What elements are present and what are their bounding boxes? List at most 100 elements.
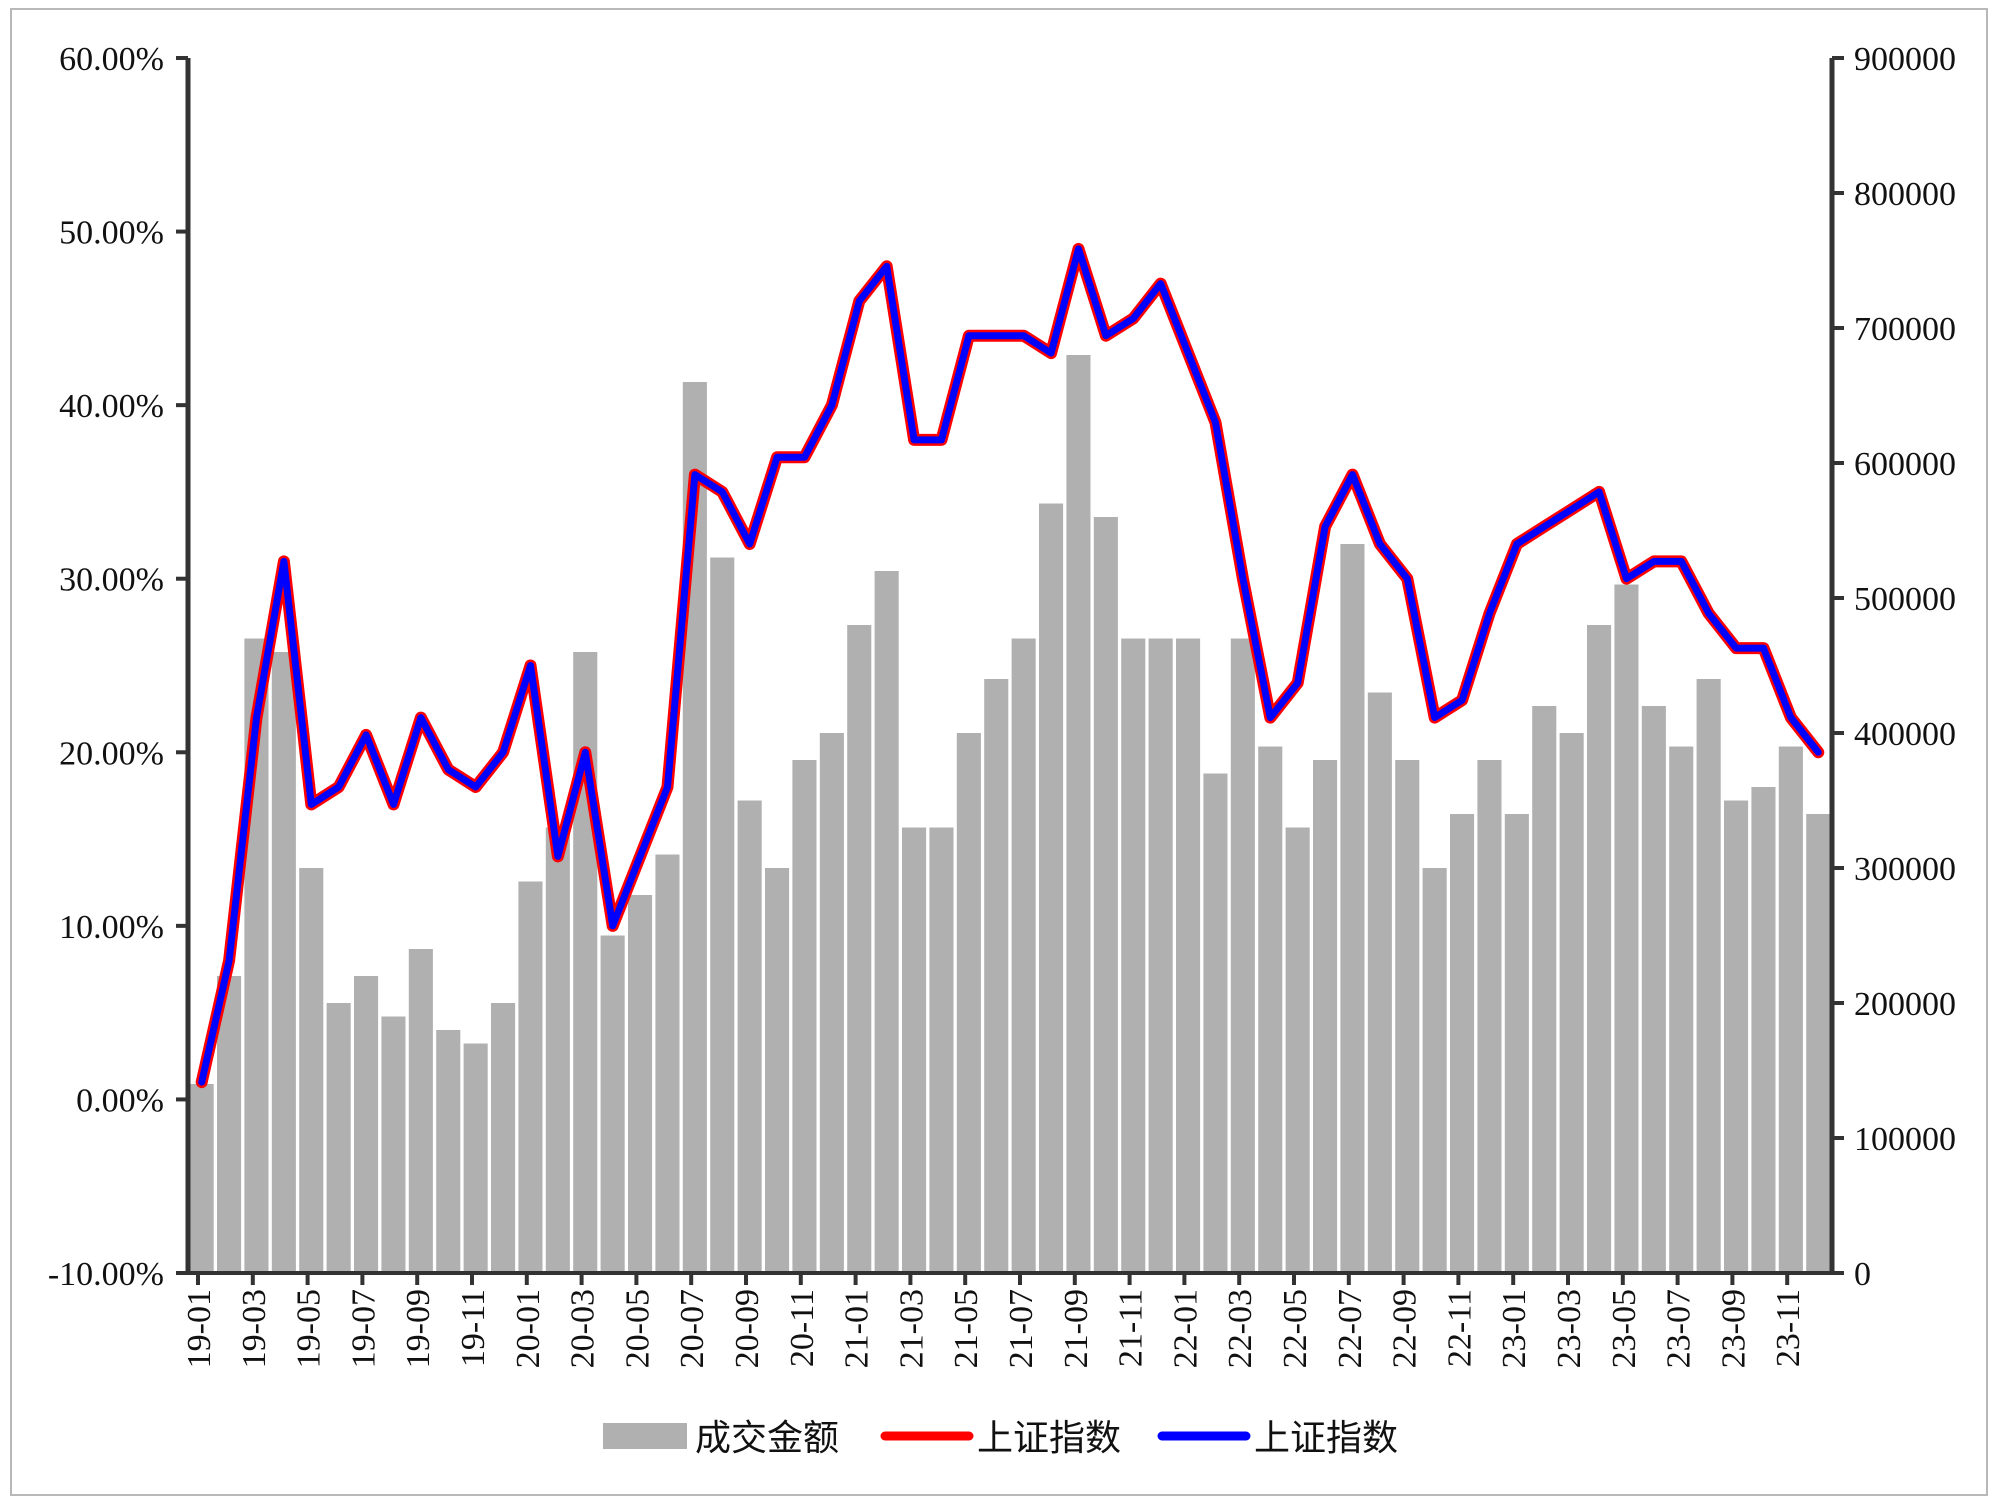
volume-bar [354,976,379,1273]
left-tick-label: 60.00% [59,41,164,78]
x-tick-label: 20-11 [784,1289,821,1367]
right-tick-label: 200000 [1854,986,1956,1023]
x-tick-label: 22-09 [1387,1289,1424,1368]
volume-bar [1806,814,1831,1273]
volume-bar [1367,692,1392,1273]
volume-bar [1450,814,1475,1273]
left-tick-label: 40.00% [59,388,164,425]
index-line-blue [198,245,1822,1086]
volume-bar [902,827,927,1273]
x-tick-label: 22-01 [1167,1289,1204,1368]
volume-bar [1559,733,1584,1273]
x-tick-label: 23-07 [1661,1289,1698,1368]
right-axis-ticks: 900000 800000 700000 600000 500000 400000 3000… [1832,41,1956,1293]
left-tick-label: 20.00% [59,735,164,772]
x-tick-label: 20-01 [510,1289,547,1368]
volume-bar [436,1030,461,1273]
left-tick-label: 10.00% [59,909,164,946]
x-tick-label: 19-09 [400,1289,437,1368]
volume-bar [491,1003,516,1273]
volume-bar [1258,746,1283,1273]
left-tick-label: -10.00% [48,1256,164,1293]
volume-bar [299,868,324,1273]
left-tick-label: 50.00% [59,215,164,252]
volume-bar [1285,827,1310,1273]
volume-bar [217,976,242,1273]
x-tick-label: 19-03 [236,1289,273,1368]
x-tick-label: 20-05 [619,1289,656,1368]
x-tick-label: 23-03 [1551,1289,1588,1368]
right-tick-label: 900000 [1854,41,1956,78]
volume-bar [381,1016,406,1273]
volume-bar [1778,746,1803,1273]
volume-bar [1504,814,1529,1273]
x-tick-label: 23-09 [1715,1289,1752,1368]
volume-bar [737,800,762,1273]
volume-bar [1066,355,1091,1273]
volume-bar [628,895,653,1273]
x-tick-label: 23-05 [1606,1289,1643,1368]
volume-bar [1340,544,1365,1273]
volume-bar [847,625,872,1273]
volume-bar [545,827,570,1273]
right-tick-label: 700000 [1854,311,1956,348]
volume-bar [1724,800,1749,1273]
legend-label: 成交金额 [695,1418,839,1459]
volume-bar [600,935,625,1273]
right-tick-label: 600000 [1854,446,1956,483]
right-tick-label: 300000 [1854,851,1956,888]
volume-bar [1039,503,1064,1273]
volume-bar [326,1003,351,1273]
volume-bar [792,760,817,1273]
x-tick-label: 21-01 [839,1289,876,1368]
volume-bar [1422,868,1447,1273]
x-tick-label: 19-05 [291,1289,328,1368]
x-tick-label: 19-01 [181,1289,218,1368]
legend-label: 上证指数 [1254,1418,1398,1459]
x-tick-label: 19-11 [455,1289,492,1367]
x-tick-label: 23-11 [1770,1289,1807,1367]
volume-bar [1121,638,1146,1273]
right-tick-label: 800000 [1854,176,1956,213]
x-tick-label: 22-07 [1332,1289,1369,1368]
volume-bar [1614,584,1639,1273]
x-tick-label: 21-05 [948,1289,985,1368]
x-tick-label: 19-07 [345,1289,382,1368]
volume-bar [1587,625,1612,1273]
volume-bar [1176,638,1201,1273]
volume-bar [1230,638,1255,1273]
right-tick-label: 100000 [1854,1121,1956,1158]
bars-layer [189,355,1831,1273]
volume-bar [1011,638,1036,1273]
x-tick-label: 22-05 [1277,1289,1314,1368]
right-tick-label: 500000 [1854,581,1956,618]
volume-bar [1477,760,1502,1273]
volume-bar [929,827,954,1273]
right-tick-label: 0 [1854,1256,1871,1293]
volume-bar [1093,517,1118,1273]
volume-bar [819,733,844,1273]
volume-bar [984,679,1009,1273]
x-tick-label: 23-01 [1496,1289,1533,1368]
x-axis-ticks: 19-01 19-03 19-05 19-07 19-09 19-11 20-01 20-03… [181,1273,1807,1368]
left-axis-ticks: 60.00% 50.00% 40.00% 30.00% 20.00% 10.00% 0.00… [48,41,188,1293]
right-tick-label: 400000 [1854,716,1956,753]
volume-bar [408,949,433,1273]
volume-bar [655,854,680,1273]
volume-bar [710,557,735,1273]
volume-bar [765,868,790,1273]
volume-bar [271,652,296,1273]
left-tick-label: 30.00% [59,562,164,599]
volume-bar [1148,638,1173,1273]
volume-bar [1532,706,1557,1273]
volume-bar [573,652,598,1273]
axes-layer [185,58,1835,1275]
legend-label: 上证指数 [977,1418,1121,1459]
volume-bar [874,571,899,1273]
volume-bar [1395,760,1420,1273]
volume-bar [1313,760,1338,1273]
x-tick-label: 22-11 [1441,1289,1478,1367]
volume-bar [189,1084,214,1273]
x-tick-label: 21-03 [893,1289,930,1368]
volume-bar [463,1043,488,1273]
